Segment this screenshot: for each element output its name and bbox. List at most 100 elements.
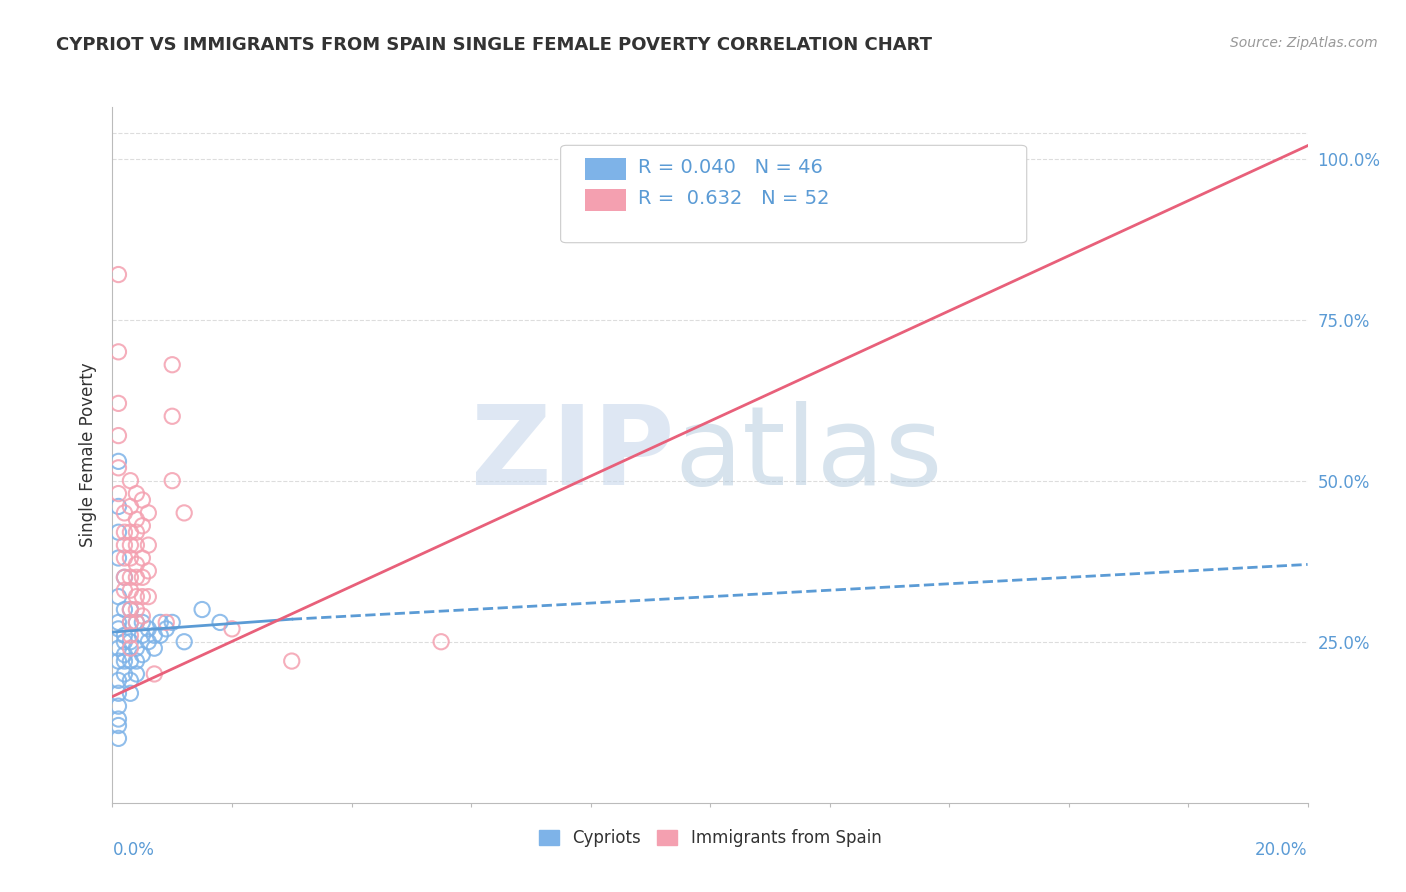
Point	[114, 602, 135, 616]
Text: ZIP: ZIP	[471, 401, 675, 508]
Point	[114, 570, 135, 584]
Point	[114, 506, 135, 520]
Point	[120, 628, 142, 642]
Point	[138, 538, 160, 552]
Point	[114, 628, 135, 642]
Point	[125, 558, 148, 572]
Point	[120, 615, 142, 630]
Point	[120, 641, 142, 656]
Point	[120, 654, 142, 668]
Point	[138, 590, 160, 604]
Point	[120, 551, 142, 566]
Text: Source: ZipAtlas.com: Source: ZipAtlas.com	[1230, 36, 1378, 50]
Point	[107, 654, 129, 668]
Point	[162, 615, 183, 630]
Text: 0.0%: 0.0%	[112, 841, 155, 859]
Point	[107, 712, 129, 726]
Point	[107, 396, 129, 410]
Point	[107, 500, 129, 514]
Point	[107, 428, 129, 442]
FancyBboxPatch shape	[585, 158, 627, 180]
Point	[143, 628, 166, 642]
Point	[125, 667, 148, 681]
Point	[162, 409, 183, 424]
Point	[107, 344, 129, 359]
Point	[131, 628, 153, 642]
Point	[131, 615, 153, 630]
Point	[120, 615, 142, 630]
Point	[125, 641, 148, 656]
Point	[120, 500, 142, 514]
Point	[120, 634, 142, 648]
Point	[120, 602, 142, 616]
Point	[107, 718, 129, 732]
Point	[138, 506, 160, 520]
Point	[221, 622, 243, 636]
Point	[114, 583, 135, 598]
Point	[155, 622, 177, 636]
Point	[143, 667, 166, 681]
Point	[107, 454, 129, 468]
Point	[125, 486, 148, 500]
Point	[107, 460, 129, 475]
Point	[125, 525, 148, 540]
Point	[125, 615, 148, 630]
Point	[131, 493, 153, 508]
Point	[107, 615, 129, 630]
Point	[131, 648, 153, 662]
Text: R = 0.040   N = 46: R = 0.040 N = 46	[638, 158, 823, 177]
Point	[125, 654, 148, 668]
Point	[120, 570, 142, 584]
Point	[125, 602, 148, 616]
Point	[162, 474, 183, 488]
Point	[131, 590, 153, 604]
Point	[120, 474, 142, 488]
Point	[125, 590, 148, 604]
Point	[191, 602, 214, 616]
Point	[120, 538, 142, 552]
Point	[120, 686, 142, 700]
Point	[107, 486, 129, 500]
Point	[138, 564, 160, 578]
Point	[120, 602, 142, 616]
Point	[125, 512, 148, 526]
Point	[149, 615, 172, 630]
Point	[114, 538, 135, 552]
Point	[107, 622, 129, 636]
Point	[162, 358, 183, 372]
Point	[114, 570, 135, 584]
Text: CYPRIOT VS IMMIGRANTS FROM SPAIN SINGLE FEMALE POVERTY CORRELATION CHART: CYPRIOT VS IMMIGRANTS FROM SPAIN SINGLE …	[56, 36, 932, 54]
FancyBboxPatch shape	[585, 189, 627, 211]
Point	[138, 634, 160, 648]
Point	[107, 551, 129, 566]
Point	[114, 634, 135, 648]
Point	[125, 615, 148, 630]
Point	[143, 641, 166, 656]
Point	[138, 622, 160, 636]
Point	[208, 615, 231, 630]
Point	[173, 634, 195, 648]
Point	[107, 731, 129, 746]
Point	[107, 525, 129, 540]
Text: R =  0.632   N = 52: R = 0.632 N = 52	[638, 189, 830, 208]
Point	[131, 551, 153, 566]
Point	[114, 648, 135, 662]
Point	[114, 654, 135, 668]
Point	[107, 673, 129, 688]
Point	[131, 570, 153, 584]
Y-axis label: Single Female Poverty: Single Female Poverty	[79, 363, 97, 547]
Point	[120, 673, 142, 688]
Point	[114, 551, 135, 566]
Point	[125, 570, 148, 584]
Point	[155, 615, 177, 630]
Point	[281, 654, 304, 668]
Point	[120, 583, 142, 598]
Point	[107, 686, 129, 700]
Point	[131, 518, 153, 533]
Point	[107, 590, 129, 604]
Point	[120, 525, 142, 540]
Point	[173, 506, 195, 520]
Point	[107, 699, 129, 714]
Point	[114, 525, 135, 540]
Text: atlas: atlas	[675, 401, 942, 508]
